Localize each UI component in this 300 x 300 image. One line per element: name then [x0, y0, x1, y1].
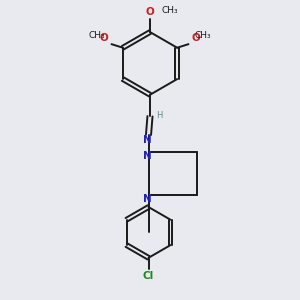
Text: N: N [143, 152, 152, 161]
Text: O: O [146, 8, 154, 17]
Text: O: O [100, 33, 109, 43]
Text: N: N [143, 194, 152, 205]
Text: N: N [143, 135, 152, 146]
Text: O: O [191, 33, 200, 43]
Text: CH₃: CH₃ [161, 6, 178, 15]
Text: H: H [157, 111, 163, 120]
Text: CH₃: CH₃ [194, 31, 211, 40]
Text: CH₃: CH₃ [89, 31, 106, 40]
Text: Cl: Cl [143, 271, 154, 281]
